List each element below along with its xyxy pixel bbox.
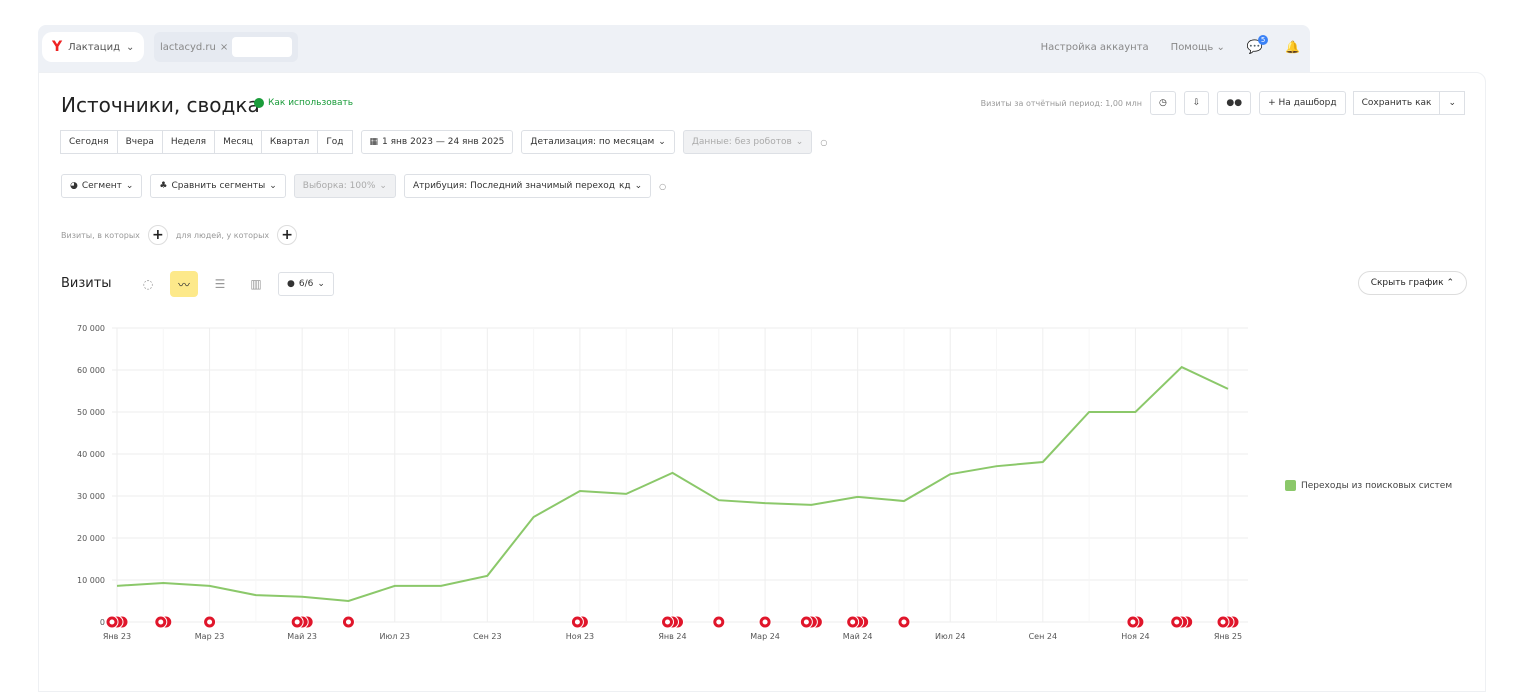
export-icon[interactable]: ⇩ bbox=[1183, 91, 1210, 115]
period-button[interactable]: Квартал bbox=[260, 130, 319, 154]
site-selector[interactable]: lactacyd.ru × bbox=[154, 32, 299, 62]
attribution-select[interactable]: Атрибуция: Последний значимый переход кд… bbox=[403, 174, 652, 198]
compare-segments-button[interactable]: ♣ Сравнить сегменты ⌄ bbox=[150, 174, 286, 198]
period-button[interactable]: Неделя bbox=[161, 130, 216, 154]
how-to-use-link[interactable]: Как использовать bbox=[254, 98, 353, 108]
period-button[interactable]: Год bbox=[317, 130, 353, 154]
legend-checkbox[interactable] bbox=[1285, 480, 1296, 491]
account-settings-link[interactable]: Настройка аккаунта bbox=[1040, 41, 1149, 53]
pie-chart-icon[interactable]: ◌ bbox=[142, 277, 154, 291]
hide-chart-button[interactable]: Скрыть график ⌃ bbox=[1357, 271, 1467, 295]
clock-icon[interactable]: ◷ bbox=[1149, 91, 1176, 115]
save-options-chevron[interactable]: ⌄ bbox=[1439, 91, 1465, 115]
period-button[interactable]: Сегодня bbox=[60, 130, 118, 154]
sample-select[interactable]: Выборка: 100% ⌄ bbox=[293, 174, 396, 198]
date-range-picker[interactable]: ▦ 1 янв 2023 — 24 янв 2025 bbox=[360, 130, 514, 154]
visits-total: Визиты за отчётный период: 1,00 млн bbox=[980, 98, 1142, 108]
info-icon: ○ bbox=[659, 181, 667, 191]
people-condition-label: для людей, у которых bbox=[175, 230, 270, 240]
report-card: Источники, сводка Как использовать Визит… bbox=[38, 72, 1486, 692]
add-people-condition-button[interactable]: + bbox=[277, 225, 298, 245]
chevron-down-icon: ⌄ bbox=[126, 41, 135, 53]
add-to-dashboard-button[interactable]: + На дашборд bbox=[1259, 91, 1346, 115]
site-input[interactable] bbox=[232, 37, 293, 57]
site-name: lactacyd.ru bbox=[160, 41, 216, 53]
top-bar: Y Лактацид ⌄ lactacyd.ru × Настройка аккаун… bbox=[38, 25, 1310, 73]
help-menu[interactable]: Помощь ⌄ bbox=[1170, 41, 1225, 53]
info-icon: ○ bbox=[820, 137, 828, 147]
segment-button[interactable]: ◕ Сегмент ⌄ bbox=[61, 174, 143, 198]
period-button[interactable]: Вчера bbox=[116, 130, 163, 154]
counter-name: Лактацид bbox=[68, 41, 121, 53]
series-select[interactable]: ● 6/6 ⌄ bbox=[278, 272, 334, 296]
logo-icon: Y bbox=[52, 39, 63, 55]
add-visits-condition-button[interactable]: + bbox=[147, 225, 168, 245]
line-chart-icon[interactable]: 〰 bbox=[170, 271, 198, 297]
compare-icon[interactable]: ●● bbox=[1217, 91, 1252, 115]
messages-badge: 5 bbox=[1258, 34, 1269, 45]
period-button[interactable]: Месяц bbox=[214, 130, 262, 154]
counter-selector[interactable]: Y Лактацид ⌄ bbox=[42, 32, 145, 62]
bar-chart-icon[interactable]: ▥ bbox=[250, 277, 262, 291]
info-icon bbox=[254, 98, 264, 108]
visits-condition-label: Визиты, в которых bbox=[61, 230, 140, 240]
bell-icon[interactable]: 🔔 bbox=[1285, 40, 1300, 54]
data-select[interactable]: Данные: без роботов ⌄ bbox=[682, 130, 813, 154]
chart-metric-label: Визиты bbox=[61, 276, 112, 291]
period-buttons: Сегодня Вчера Неделя Месяц Квартал Год bbox=[60, 130, 353, 154]
legend-item[interactable]: Переходы из поисковых систем bbox=[1285, 480, 1452, 491]
detail-select[interactable]: Детализация: по месяцам ⌄ bbox=[521, 130, 675, 154]
stacked-chart-icon[interactable]: ☰ bbox=[214, 277, 226, 291]
save-as-button[interactable]: Сохранить как bbox=[1352, 91, 1441, 115]
page-title: Источники, сводка bbox=[61, 93, 260, 117]
messages-icon[interactable]: 💬 5 bbox=[1247, 34, 1269, 55]
